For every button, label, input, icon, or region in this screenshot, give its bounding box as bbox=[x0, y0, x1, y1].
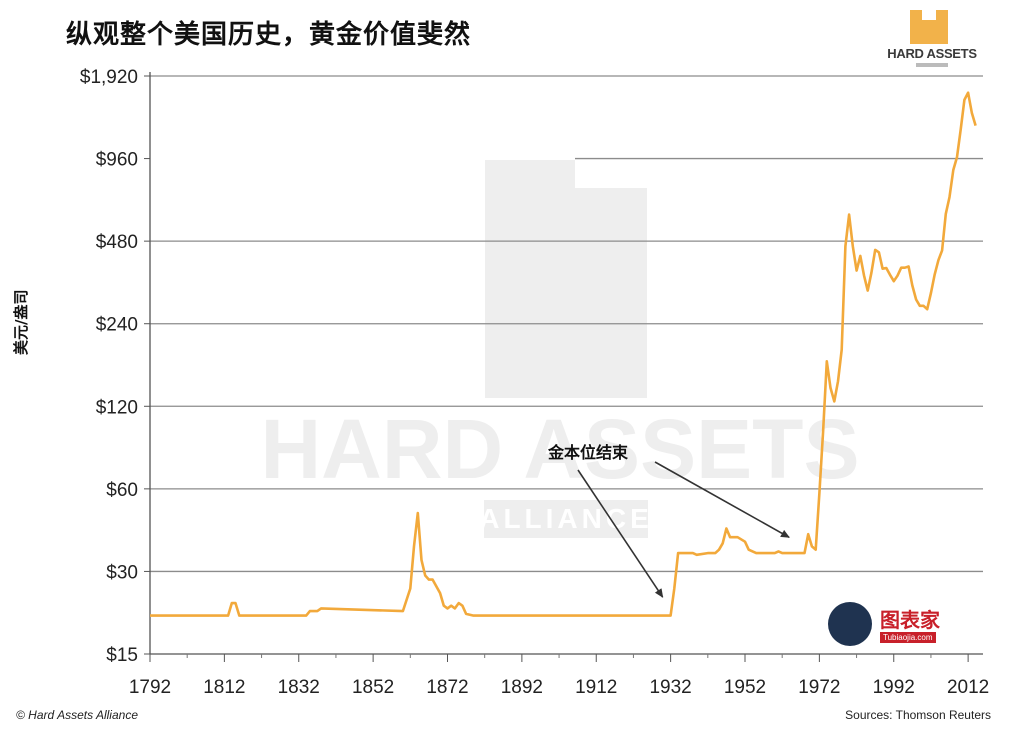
x-tick-label: 1912 bbox=[575, 677, 617, 698]
y-tick-label: $480 bbox=[96, 232, 138, 253]
y-axis: $15 $30 $60 $120 $240 $480 $960 $1,920 bbox=[80, 67, 151, 666]
tubiaojia-watermark: 图表家 Tubiaojia.com bbox=[828, 602, 978, 648]
x-tick-label: 1872 bbox=[426, 677, 468, 698]
logo-subbar bbox=[916, 63, 948, 67]
y-tick-label: $240 bbox=[96, 315, 138, 336]
y-tick-label: $30 bbox=[106, 562, 138, 583]
x-tick-label: 1932 bbox=[649, 677, 691, 698]
x-tick-label: 1972 bbox=[798, 677, 840, 698]
logo-notch bbox=[922, 10, 936, 20]
hard-assets-logo: HARD ASSETS bbox=[878, 10, 986, 80]
x-tick-label: 1952 bbox=[724, 677, 766, 698]
series-layer bbox=[150, 91, 977, 617]
gold-price-line bbox=[150, 91, 977, 617]
grid-lines bbox=[150, 75, 983, 573]
background-watermark-text: HARD ASSETS bbox=[261, 402, 860, 496]
background-watermark: HARD ASSETS ALLIANCE bbox=[261, 160, 860, 538]
source-text: Sources: Thomson Reuters bbox=[845, 708, 991, 722]
annotation-text: 金本位结束 bbox=[547, 443, 629, 462]
y-tick-label: $960 bbox=[96, 150, 138, 171]
x-tick-label: 1852 bbox=[352, 677, 394, 698]
watermark-brand: 图表家 bbox=[880, 608, 940, 632]
x-tick-label: 1992 bbox=[873, 677, 915, 698]
y-tick-label: $120 bbox=[96, 397, 138, 418]
chart-title: 纵观整个美国历史，黄金价值斐然 bbox=[66, 20, 472, 50]
x-axis: 1792 1812 1832 1852 1872 1892 1912 1932 1952 1972… bbox=[129, 653, 989, 698]
y-tick-label: $1,920 bbox=[80, 67, 138, 88]
x-tick-label: 1812 bbox=[203, 677, 245, 698]
annotation-arrow bbox=[577, 469, 664, 598]
x-tick-label: 1832 bbox=[278, 677, 320, 698]
y-tick-label: $15 bbox=[106, 645, 138, 666]
annotation-arrow bbox=[654, 461, 790, 538]
x-tick-label: 2012 bbox=[947, 677, 989, 698]
y-tick-label: $60 bbox=[106, 480, 138, 501]
x-tick-label: 1892 bbox=[501, 677, 543, 698]
annotation-layer: 金本位结束 bbox=[547, 443, 790, 598]
logo-text: HARD ASSETS bbox=[887, 46, 977, 61]
background-watermark-subtext: ALLIANCE bbox=[479, 503, 653, 534]
copyright-text: © Hard Assets Alliance bbox=[16, 708, 138, 722]
watermark-head-icon bbox=[828, 602, 872, 646]
watermark-url: Tubiaojia.com bbox=[880, 632, 936, 643]
x-tick-label: 1792 bbox=[129, 677, 171, 698]
